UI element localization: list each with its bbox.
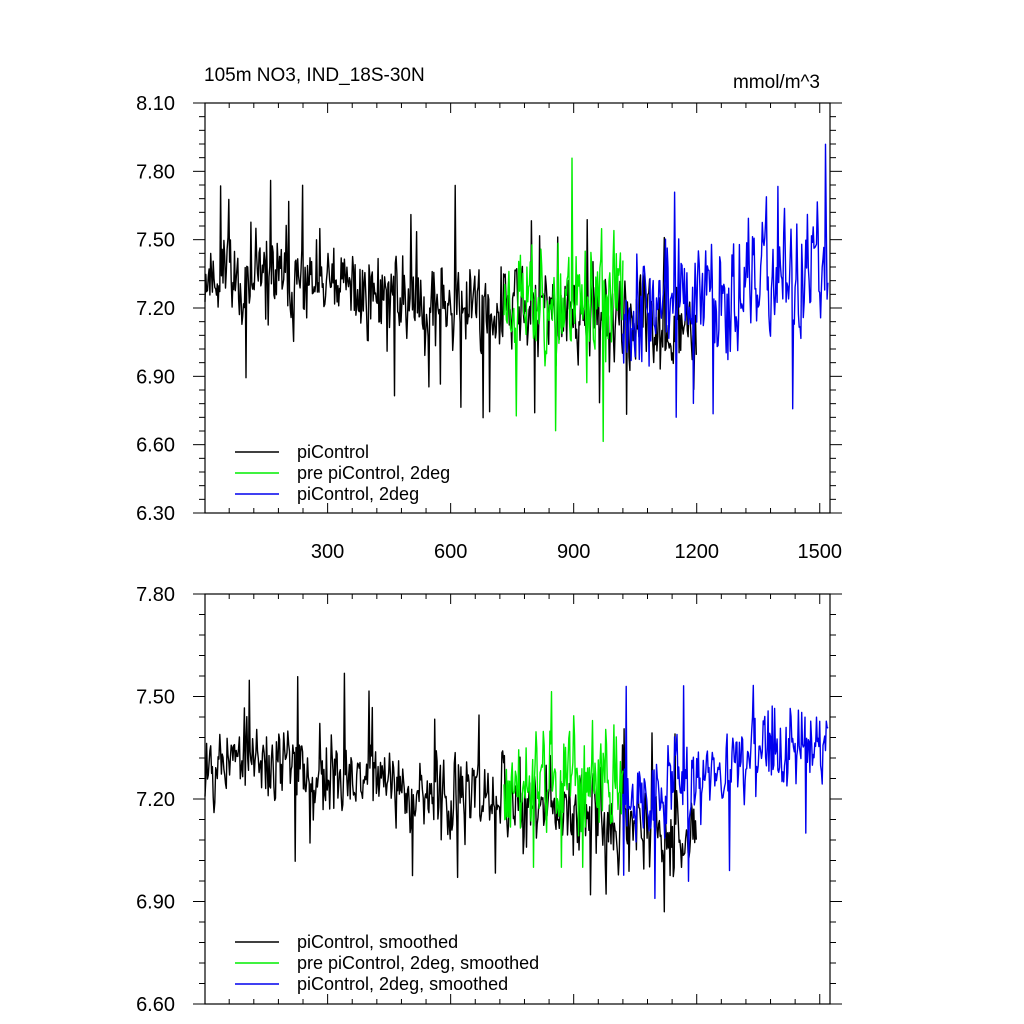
panel-title: 105m NO3, IND_18S-30N <box>204 65 425 86</box>
series-lines <box>204 672 829 913</box>
legend-label: pre piControl, 2deg <box>297 463 450 483</box>
series-line-1 <box>503 157 624 443</box>
y-tick-label: 7.50 <box>136 230 175 252</box>
x-tick-label: 900 <box>557 541 590 563</box>
top-panel: 105m NO3, IND_18S-30N mmol/m^3 300 600 900… <box>136 65 842 563</box>
legend-label: piControl, 2deg <box>297 484 419 504</box>
bottom-panel: 6.60 6.90 7.20 7.50 7.80 piControl, smoothed… <box>136 584 842 1016</box>
axes-ticks: 6.60 6.90 7.20 7.50 7.80 <box>136 584 842 1016</box>
axes-ticks: 300 600 900 1200 1500 6.30 6.60 6.90 7.20 7.50 7.8… <box>136 93 842 563</box>
series-line-2 <box>622 684 829 900</box>
x-tick-label: 600 <box>434 541 467 563</box>
series-line-0 <box>204 672 697 913</box>
plot-frame <box>204 102 831 514</box>
y-tick-label: 8.10 <box>136 93 175 115</box>
y-tick-label: 7.20 <box>136 789 175 811</box>
units-label: mmol/m^3 <box>733 72 820 93</box>
legend-label: pre piControl, 2deg, smoothed <box>297 953 539 973</box>
series-line-0 <box>204 179 697 419</box>
y-tick-label: 7.80 <box>136 161 175 183</box>
y-tick-label: 7.50 <box>136 687 175 709</box>
y-tick-label: 6.90 <box>136 366 175 388</box>
series-line-1 <box>503 691 624 868</box>
plot-frame <box>204 593 831 1005</box>
x-tick-label: 1200 <box>674 541 719 563</box>
legend-label: piControl <box>297 442 369 462</box>
legend-label: piControl, 2deg, smoothed <box>297 974 508 994</box>
legend-label: piControl, smoothed <box>297 932 458 952</box>
y-tick-label: 7.80 <box>136 584 175 606</box>
x-tick-label: 300 <box>311 541 344 563</box>
y-tick-label: 6.30 <box>136 503 175 525</box>
series-lines <box>204 143 829 443</box>
series-line-2 <box>622 143 829 418</box>
y-tick-label: 7.20 <box>136 298 175 320</box>
x-tick-label: 1500 <box>797 541 842 563</box>
y-tick-label: 6.60 <box>136 435 175 457</box>
y-tick-label: 6.60 <box>136 994 175 1016</box>
y-tick-label: 6.90 <box>136 892 175 914</box>
